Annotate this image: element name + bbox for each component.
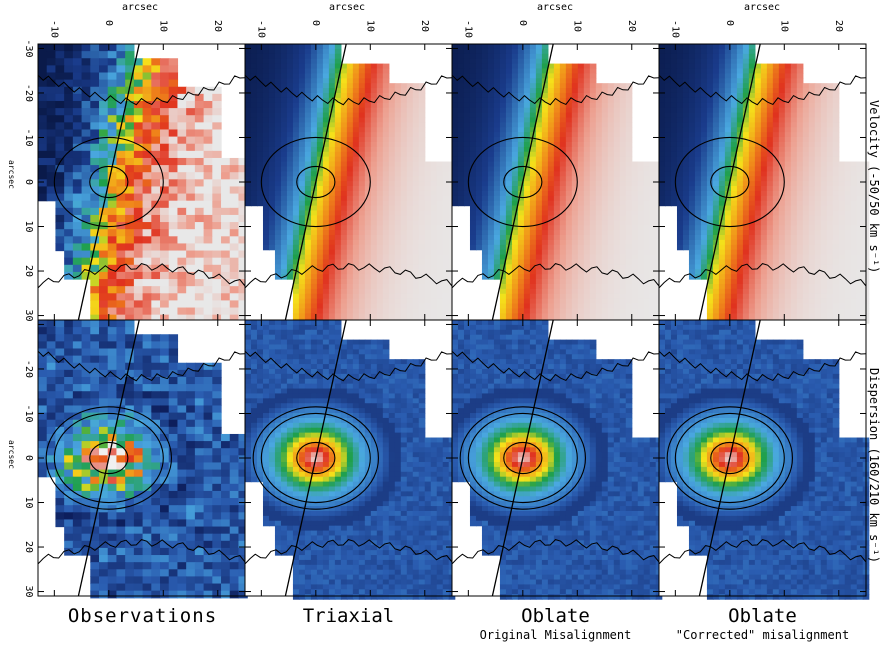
- x-tick-label: 0: [310, 20, 321, 26]
- y-tick-label: -30: [23, 39, 34, 57]
- isophote-bottom: [451, 539, 660, 565]
- isophote-top: [451, 350, 660, 382]
- column-title-triaxial: Triaxial: [302, 605, 395, 627]
- left-axis-label-2: arcsec: [7, 440, 16, 469]
- kinematic-axis: [284, 319, 347, 597]
- isophote-top: [37, 74, 246, 106]
- column-title-oblate-1: Oblate: [521, 605, 590, 627]
- inner-circle: [89, 165, 129, 199]
- isophote-top: [244, 74, 453, 106]
- row-title-velocity: Velocity (-50/50 km s⁻¹): [867, 100, 881, 274]
- y-tick-label: 0: [23, 455, 34, 461]
- isophote-top: [244, 350, 453, 382]
- inner-circle: [296, 441, 336, 475]
- isophote-top: [658, 74, 867, 106]
- x-tick-label: 20: [212, 20, 223, 32]
- panel-r0-c1: [244, 43, 456, 324]
- x-tick-label: -10: [255, 20, 266, 38]
- y-tick-label: 10: [23, 220, 34, 232]
- panel-r1-c3: [658, 319, 870, 600]
- top-axis-label-1: arcsec: [121, 2, 159, 13]
- x-tick-label: 10: [571, 20, 582, 32]
- top-axis-label-4: arcsec: [743, 2, 781, 13]
- column-title-observations: Observations: [67, 605, 218, 627]
- inner-circle: [503, 165, 543, 199]
- top-axis-label-2: arcsec: [328, 2, 366, 13]
- x-tick-label: 0: [517, 20, 528, 26]
- panel-r0-c0: [37, 43, 248, 323]
- panel-r1-c2: [451, 319, 663, 600]
- outer-circle: [467, 412, 578, 504]
- y-tick-label: 20: [23, 265, 34, 277]
- x-tick-label: 20: [833, 20, 844, 32]
- panel-r1-c0: [37, 319, 248, 599]
- outer-circle: [467, 136, 578, 228]
- isophote-bottom: [37, 539, 246, 565]
- kinematic-axis: [698, 43, 761, 321]
- panel-r1-c1: [244, 319, 456, 600]
- outer-circle-2: [252, 406, 380, 510]
- outer-circle: [53, 136, 164, 228]
- y-tick-label: 30: [23, 586, 34, 598]
- outer-circle-2: [666, 406, 794, 510]
- isophote-bottom: [244, 539, 453, 565]
- inner-circle: [503, 441, 543, 475]
- isophote-bottom: [451, 263, 660, 289]
- outer-circle-2: [45, 406, 173, 510]
- outer-circle: [260, 136, 371, 228]
- inner-circle: [296, 165, 336, 199]
- x-tick-label: 20: [419, 20, 430, 32]
- y-tick-label: -10: [23, 404, 34, 422]
- column-title-oblate-2: Oblate: [728, 605, 797, 627]
- isophote-top: [451, 74, 660, 106]
- x-tick-label: -10: [48, 20, 59, 38]
- top-axis-label-3: arcsec: [536, 2, 574, 13]
- outer-circle-2: [459, 406, 587, 510]
- inner-circle: [710, 441, 750, 475]
- kinematic-axis: [77, 319, 140, 597]
- kinematic-axis: [491, 43, 554, 321]
- column-subtitle-oblate-2: "Corrected" misalignment: [675, 628, 850, 642]
- y-tick-label: -10: [23, 128, 34, 146]
- x-tick-label: 10: [157, 20, 168, 32]
- kinematic-axis: [284, 43, 347, 321]
- x-tick-label: 0: [724, 20, 735, 26]
- y-tick-label: 0: [23, 179, 34, 185]
- x-tick-label: 20: [626, 20, 637, 32]
- x-tick-label: -10: [669, 20, 680, 38]
- row-title-dispersion: Dispersion (160/210 km s⁻¹): [867, 368, 881, 564]
- kinematic-axis: [77, 43, 140, 321]
- inner-circle: [89, 441, 129, 475]
- panel-r0-c3: [658, 43, 870, 324]
- kinematic-axis: [491, 319, 554, 597]
- y-tick-label: 30: [23, 310, 34, 322]
- outer-circle: [260, 412, 371, 504]
- x-tick-label: -10: [462, 20, 473, 38]
- y-tick-label: -20: [23, 360, 34, 378]
- outer-circle: [674, 136, 785, 228]
- isophote-top: [37, 350, 246, 382]
- isophote-top: [658, 350, 867, 382]
- column-subtitle-oblate-1: Original Misalignment: [479, 628, 632, 642]
- y-tick-label: 20: [23, 541, 34, 553]
- isophote-bottom: [244, 263, 453, 289]
- x-tick-label: 10: [778, 20, 789, 32]
- isophote-bottom: [658, 539, 867, 565]
- y-tick-label: -20: [23, 84, 34, 102]
- outer-circle: [53, 412, 164, 504]
- x-tick-label: 10: [364, 20, 375, 32]
- isophote-bottom: [37, 263, 246, 289]
- kinematic-axis: [698, 319, 761, 597]
- y-tick-label: 10: [23, 496, 34, 508]
- isophote-bottom: [658, 263, 867, 289]
- inner-circle: [710, 165, 750, 199]
- panel-r0-c2: [451, 43, 663, 324]
- left-axis-label-1: arcsec: [7, 160, 16, 189]
- outer-circle: [674, 412, 785, 504]
- x-tick-label: 0: [103, 20, 114, 26]
